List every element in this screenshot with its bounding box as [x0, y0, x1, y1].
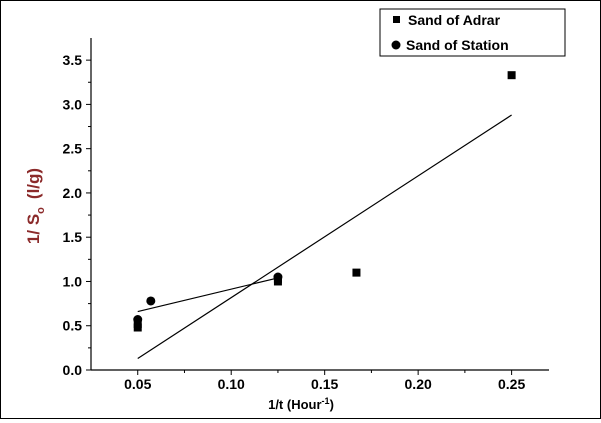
data-point-station [146, 296, 156, 306]
legend-marker-square [393, 16, 400, 23]
y-tick-label: 2.5 [63, 141, 83, 157]
x-axis-label: 1/t (Hour-1) [268, 396, 334, 412]
axes: 0.0 0.5 1.0 1.5 2.0 2.5 3.0 3.5 0.05 0.10 0.15 0.20… [63, 38, 549, 392]
fit-line-adrar [137, 114, 512, 359]
x-axis-label-main: 1/t (Hour [268, 397, 321, 412]
legend-label-adrar: Sand of Adrar [408, 12, 501, 28]
legend-box [379, 8, 566, 57]
x-tick-label: 0.20 [405, 376, 432, 392]
x-tick-label: 0.05 [124, 376, 151, 392]
data-point-station [133, 315, 143, 325]
y-tick-label: 0.0 [63, 362, 83, 378]
data-point-adrar [507, 71, 516, 80]
y-tick-label: 3.0 [63, 96, 83, 112]
y-tick-label: 3.5 [63, 52, 83, 68]
y-tick-label: 1.5 [63, 229, 83, 245]
x-axis-label-close: ) [330, 397, 334, 412]
data-point-station [273, 272, 283, 282]
legend-label-station: Sand of Station [406, 37, 509, 53]
x-axis-label-superscript: -1 [322, 396, 330, 406]
y-axis-label: 1/ So (l/g) [24, 168, 47, 244]
x-tick-label: 0.25 [498, 376, 525, 392]
fit-line-station [137, 277, 279, 313]
data-point-adrar [352, 268, 361, 277]
y-axis-label-subscript: o [35, 207, 47, 214]
data-points [133, 71, 516, 332]
y-axis-label-unit: (l/g) [24, 168, 43, 199]
y-tick-label: 1.0 [63, 273, 83, 289]
legend-marker-circle [391, 40, 401, 50]
legend: Sand of Adrar Sand of Station [379, 8, 566, 57]
y-axis-label-main: 1/ S [24, 214, 43, 244]
fit-lines [137, 114, 512, 359]
y-tick-label: 2.0 [63, 185, 83, 201]
x-tick-label: 0.10 [218, 376, 245, 392]
x-tick-label: 0.15 [311, 376, 338, 392]
y-tick-label: 0.5 [63, 318, 83, 334]
